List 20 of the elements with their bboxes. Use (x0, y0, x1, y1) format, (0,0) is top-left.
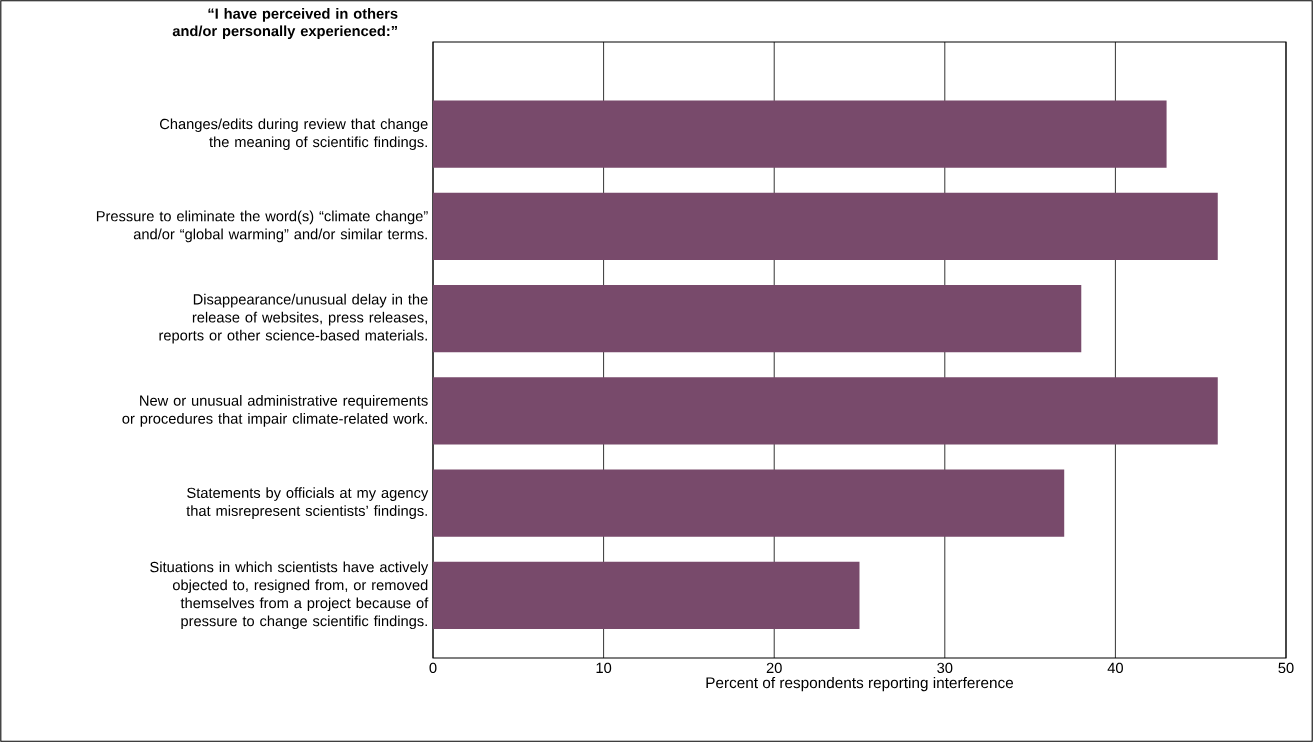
bar (433, 377, 1218, 445)
y-tick-label: New or unusual administrative requirements or procedures that impair climate-related work. (122, 395, 428, 427)
x-tick-label: 40 (1107, 662, 1123, 674)
y-tick-label: Changes/edits during review that change the meaning of scientific findings. (160, 118, 428, 151)
x-tick-label: 30 (937, 662, 953, 674)
x-tick-label: 50 (1278, 662, 1294, 674)
x-tick-label: 0 (429, 662, 437, 674)
bar (433, 100, 1167, 168)
bar (433, 192, 1218, 261)
y-tick-label: Disappearance/unusual delay in the release of websites, press releases, reports or other science-based materials. (159, 293, 428, 344)
y-tick-label: Statements by officials at my agency that misrepresent scientists’ findings. (186, 487, 429, 519)
bar (433, 284, 1082, 353)
x-axis-title: Percent of respondents reporting interference (706, 676, 1014, 692)
bar (433, 561, 860, 629)
x-tick-label: 20 (766, 662, 782, 674)
text: “I have perceived in others and/or personally experienced:” (172, 8, 398, 40)
y-tick-label: Situations in which scientists have actively objected to, resigned from, or removed themselves from a project because of pressure to change scientific findings. (150, 561, 429, 630)
bar (433, 469, 1065, 537)
y-tick-label: Pressure to eliminate the word(s) “climate change” and/or “global warming” and/or similar terms. (96, 210, 428, 243)
x-tick-label: 10 (596, 662, 612, 674)
